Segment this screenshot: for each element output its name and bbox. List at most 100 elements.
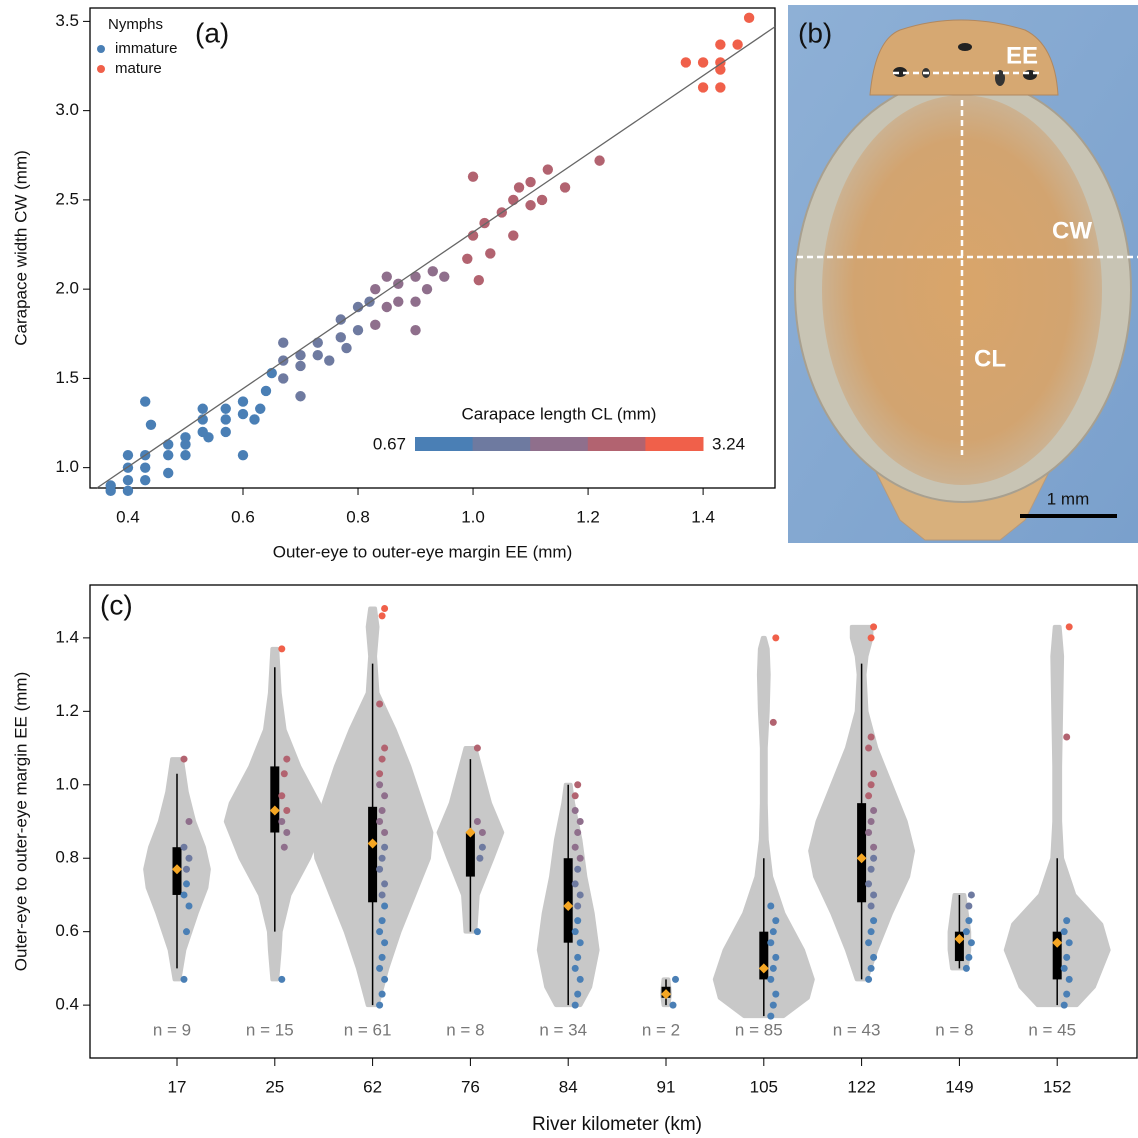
colorbar-title: Carapace length CL (mm) — [462, 404, 657, 423]
point — [867, 902, 875, 910]
point — [280, 770, 288, 778]
point — [1060, 964, 1068, 972]
point — [378, 612, 386, 620]
point — [867, 781, 875, 789]
point — [220, 414, 231, 425]
point — [295, 360, 306, 372]
n-label: n = 8 — [935, 1020, 973, 1039]
point — [772, 953, 780, 961]
point — [962, 964, 970, 972]
point — [183, 865, 190, 873]
point — [376, 928, 384, 936]
point — [767, 1012, 775, 1020]
point — [185, 854, 193, 862]
point — [381, 902, 389, 910]
colorbar-segment — [645, 437, 704, 451]
colorbar-segment — [587, 437, 646, 451]
point — [697, 57, 709, 68]
mean-marker — [465, 827, 476, 838]
point — [140, 462, 151, 473]
point — [183, 928, 190, 936]
point — [370, 283, 381, 295]
point — [536, 194, 548, 206]
point — [870, 770, 878, 778]
legend-title: Nymphs — [108, 16, 163, 33]
photo-label: CW — [1052, 217, 1092, 244]
x-tick-label: 84 — [559, 1077, 578, 1096]
point — [197, 403, 208, 414]
mean-marker — [856, 853, 867, 864]
point — [140, 474, 151, 486]
point — [180, 755, 188, 763]
point — [427, 266, 438, 277]
n-label: n = 8 — [446, 1020, 484, 1039]
point — [278, 792, 286, 800]
point — [283, 829, 291, 837]
mean-marker — [269, 805, 280, 816]
point — [376, 865, 384, 873]
point — [870, 891, 878, 899]
box — [270, 766, 280, 833]
box — [465, 832, 475, 877]
point — [283, 806, 291, 814]
mean-marker — [172, 864, 182, 875]
point — [571, 806, 579, 814]
point — [312, 349, 323, 361]
point — [370, 319, 381, 331]
point — [421, 283, 433, 295]
point — [105, 480, 116, 491]
point — [669, 1001, 677, 1009]
point — [473, 275, 484, 286]
y-axis-label: Outer-eye to outer-eye margin EE (mm) — [11, 672, 30, 971]
box — [1052, 931, 1062, 980]
y-tick-label: 2.5 — [55, 189, 79, 208]
point — [697, 82, 709, 93]
panel-label: (a) — [195, 17, 229, 48]
point — [378, 891, 386, 899]
mean-marker — [367, 838, 378, 849]
point — [376, 818, 384, 825]
x-tick-label: 17 — [168, 1077, 187, 1096]
y-tick-label: 0.6 — [55, 921, 79, 940]
eye — [1023, 70, 1037, 80]
point — [324, 355, 335, 366]
point — [715, 64, 726, 75]
point — [767, 902, 775, 910]
point — [476, 854, 484, 862]
x-tick-label: 62 — [363, 1077, 382, 1096]
point — [772, 634, 780, 642]
point — [335, 314, 346, 325]
colorbar-segment — [472, 437, 531, 451]
n-label: n = 15 — [246, 1020, 294, 1039]
point — [376, 1001, 384, 1009]
legend-label: mature — [115, 60, 162, 77]
point — [867, 733, 875, 741]
point — [203, 432, 214, 443]
point — [680, 57, 692, 68]
point — [965, 902, 973, 910]
point — [574, 990, 582, 998]
point — [295, 349, 306, 361]
head — [869, 19, 1059, 96]
y-tick-label: 1.4 — [55, 627, 79, 646]
point — [867, 928, 875, 936]
y-tick-label: 1.2 — [55, 701, 79, 720]
point — [594, 155, 605, 166]
point — [237, 396, 249, 407]
point — [867, 634, 875, 642]
point — [352, 301, 364, 313]
point — [867, 865, 875, 873]
point — [381, 843, 389, 851]
n-label: n = 2 — [642, 1020, 680, 1039]
point — [967, 939, 975, 947]
point — [163, 467, 174, 479]
point — [378, 854, 386, 862]
point — [767, 939, 775, 947]
point — [462, 253, 473, 264]
point — [769, 928, 777, 936]
point — [865, 744, 873, 752]
x-tick-label: 0.6 — [231, 507, 255, 526]
mean-marker — [661, 989, 671, 1000]
point — [278, 645, 286, 653]
point — [672, 975, 679, 983]
